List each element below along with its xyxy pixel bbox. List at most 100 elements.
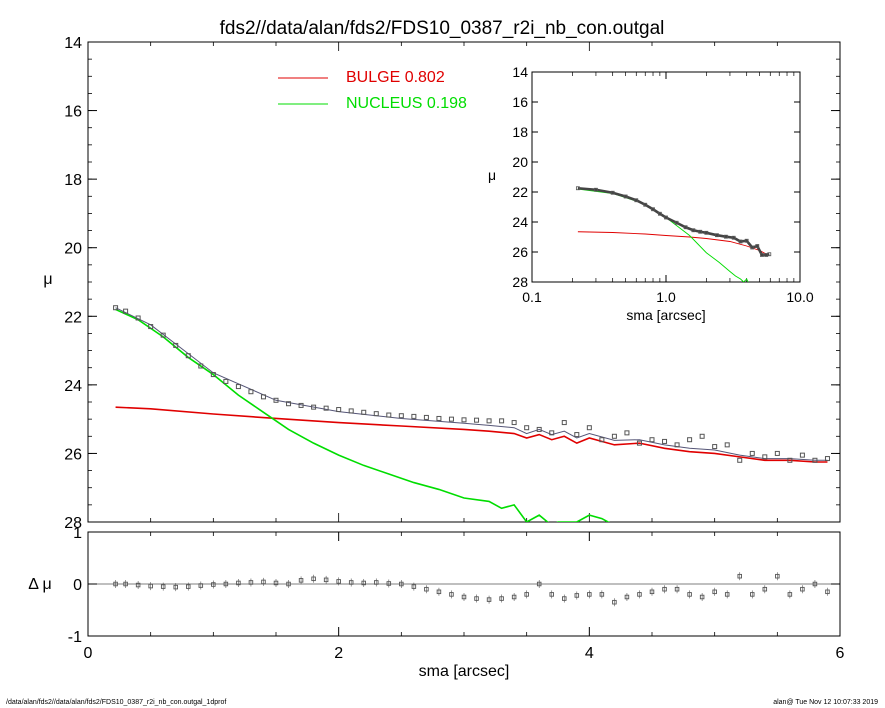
inset-data-point [698,229,703,234]
main-data-point [148,324,154,330]
main-ytick-label: 18 [64,172,82,189]
main-data-point [586,425,592,431]
main-data-point [286,401,292,407]
residual-y-axis-label: Δ μ [28,576,51,593]
main-y-ticks: 14 16 18 20 22 24 26 28 [64,35,841,532]
inset-data-point [760,253,764,257]
main-data-point [549,430,555,436]
main-ytick-label: 20 [64,241,82,258]
inset-data-point [755,244,760,248]
inset-data-point [744,238,749,243]
main-data-point [160,332,166,338]
inset-data-point [664,215,668,220]
inset-ytick-label: 26 [512,244,528,260]
residual-xtick-label: 6 [836,645,845,662]
main-data-point [524,425,530,431]
residual-x-axis-label: sma [arcsec] [419,663,510,680]
main-data-point [336,407,342,413]
main-data-point [724,442,730,448]
main-data-point [173,342,179,348]
main-data-point [436,415,442,421]
main-data-point [398,413,404,419]
main-data-point [561,420,567,426]
residual-xtick-label: 4 [585,645,594,662]
main-y-axis-label: μ [43,271,52,288]
inset-data-point [575,186,580,191]
main-data-point [649,437,655,443]
main-ytick-label: 24 [64,378,82,395]
main-panel: 14 16 18 20 22 24 26 28 μ BULGE 0.802 NUCLEUS 0… [43,35,841,532]
inset-ticks: 14 16 18 20 22 24 26 280.1 1.0 10.0 [512,64,813,305]
main-data-point [574,432,580,438]
residual-xtick-label: 0 [84,645,93,662]
main-ytick-label: 16 [64,104,82,121]
inset-data-point [634,198,639,203]
legend-label-bulge: BULGE 0.802 [346,69,445,86]
inset-data-point [674,220,679,225]
main-data-point [448,416,454,422]
main-data-point [799,452,805,458]
inset-data-point [731,235,736,240]
main-data-point [787,457,793,463]
inset-data-point [724,234,728,239]
main-data-point [474,417,480,423]
inset-data-point [683,225,688,230]
residual-xtick-label: 2 [334,645,343,662]
main-data-point [762,454,768,460]
main-data-point [373,411,379,417]
main-data-point [511,420,517,426]
main-data-point [210,372,216,378]
chart-title: fds2//data/alan/fds2/FDS10_0387_r2i_nb_c… [220,18,665,39]
inset-data-point [750,245,755,250]
main-data-point [536,426,542,432]
main-data-point [662,438,668,444]
residual-ticks: 10-10 2 4 6 [68,525,845,662]
main-data-point [311,404,317,410]
residual-ytick-label: 0 [73,577,82,594]
main-data-point [185,353,191,359]
footer-timestamp: alan@ Tue Nov 12 10:07:33 2019 [773,699,878,706]
inset-data-point [643,202,648,207]
inset-data-point [623,194,628,199]
residual-points [113,572,830,607]
main-series-bulge [115,406,828,463]
legend-label-nucleus: NUCLEUS 0.198 [346,95,467,112]
residual-ytick-label: -1 [68,629,82,646]
main-data-point [223,378,229,384]
inset-ytick-label: 20 [512,154,528,170]
main-data-point [712,444,718,450]
main-data-point [749,450,755,456]
inset-xtick-label: 10.0 [786,289,813,305]
inset-data-point [691,228,696,233]
inset-ytick-label: 28 [512,274,528,290]
main-data-point [599,437,605,443]
inset-data-point [651,207,655,212]
footer-path: /data/alan/fds2//data/alan/fds2/FDS10_03… [6,699,226,706]
main-data-point [248,389,254,395]
inset-ytick-label: 14 [512,64,528,80]
inset-data-point [657,211,662,216]
main-data-points [113,305,830,463]
inset-ytick-label: 16 [512,94,528,110]
main-data-point [699,433,705,439]
main-data-point [135,315,141,321]
main-data-point [774,450,780,456]
inset-x-axis-label: sma [arcsec] [626,307,705,323]
main-ytick-label: 26 [64,446,82,463]
main-ytick-label: 14 [64,35,82,52]
main-series-nucleus [115,308,610,522]
main-data-point [323,405,329,411]
main-data-point [298,402,304,408]
main-data-point [423,414,429,420]
inset-data-point [715,233,719,238]
main-data-point [273,397,279,403]
main-data-point [486,418,492,424]
inset-panel: 14 16 18 20 22 24 26 280.1 1.0 10.0 μ sma [arcsec… [488,64,814,323]
main-series-group [115,307,828,522]
main-data-point [386,412,392,418]
inset-series-group [575,186,772,282]
inset-xtick-label: 0.1 [522,289,542,305]
main-data-point [348,408,354,414]
inset-data-point [767,252,772,257]
